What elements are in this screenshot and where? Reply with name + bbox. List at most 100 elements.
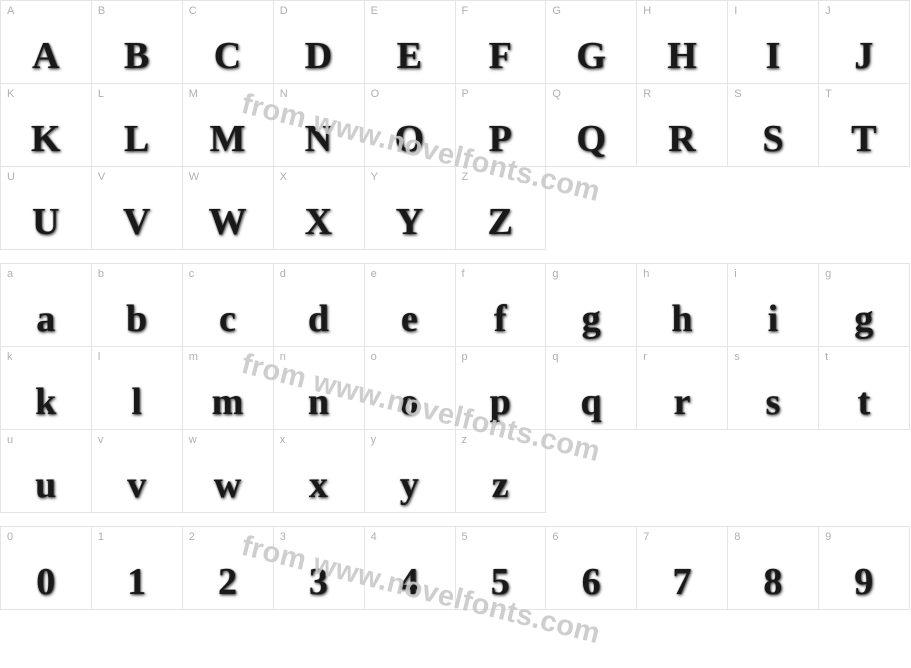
cell-glyph: k xyxy=(1,383,91,421)
cell-glyph: H xyxy=(637,37,727,75)
cell-key-label: 3 xyxy=(280,531,286,543)
cell-glyph: 2 xyxy=(183,563,273,601)
cell-glyph: g xyxy=(546,300,636,338)
cell-glyph: K xyxy=(1,120,91,158)
cell-glyph: w xyxy=(183,466,273,504)
glyph-cell: yy xyxy=(364,429,456,513)
cell-key-label: N xyxy=(280,88,288,100)
cell-glyph: h xyxy=(637,300,727,338)
cell-key-label: r xyxy=(643,351,647,363)
cell-key-label: e xyxy=(371,268,377,280)
glyph-cell: ss xyxy=(727,346,819,430)
cell-glyph: d xyxy=(274,300,364,338)
cell-key-label: 5 xyxy=(462,531,468,543)
cell-glyph: l xyxy=(92,383,182,421)
cell-glyph: G xyxy=(546,37,636,75)
cell-key-label: 0 xyxy=(7,531,13,543)
cell-key-label: C xyxy=(189,5,197,17)
glyph-cell: YY xyxy=(364,166,456,250)
cell-glyph: 1 xyxy=(92,563,182,601)
cell-glyph: m xyxy=(183,383,273,421)
font-character-map: AABBCCDDEEFFGGHHIIJJKKLLMMNNOOPPQQRRSSTT… xyxy=(1,1,910,610)
glyph-cell: NN xyxy=(273,83,365,167)
glyph-cell: 99 xyxy=(818,526,910,610)
cell-key-label: A xyxy=(7,5,14,17)
glyph-cell: GG xyxy=(545,0,637,84)
glyph-cell: 11 xyxy=(91,526,183,610)
cell-glyph: n xyxy=(274,383,364,421)
cell-key-label: R xyxy=(643,88,651,100)
cell-glyph: 9 xyxy=(819,563,909,601)
cell-key-label: G xyxy=(552,5,561,17)
glyph-cell: LL xyxy=(91,83,183,167)
cell-key-label: c xyxy=(189,268,195,280)
glyph-cell: qq xyxy=(545,346,637,430)
cell-key-label: y xyxy=(371,434,377,446)
glyph-cell: JJ xyxy=(818,0,910,84)
cell-key-label: a xyxy=(7,268,13,280)
cell-glyph: Y xyxy=(365,203,455,241)
cell-key-label: T xyxy=(825,88,832,100)
cell-key-label: l xyxy=(98,351,100,363)
cell-glyph: J xyxy=(819,37,909,75)
cell-glyph: f xyxy=(456,300,546,338)
glyph-cell: pp xyxy=(455,346,547,430)
section-digits: 00112233445566778899 xyxy=(1,527,910,610)
glyph-cell: gg xyxy=(818,263,910,347)
cell-glyph: R xyxy=(637,120,727,158)
cell-key-label: b xyxy=(98,268,104,280)
section-lowercase: aabbccddeeffgghhiiggkkllmmnnooppqqrrsstt… xyxy=(1,264,910,513)
cell-glyph: g xyxy=(819,300,909,338)
glyph-cell: dd xyxy=(273,263,365,347)
cell-key-label: X xyxy=(280,171,287,183)
glyph-cell: VV xyxy=(91,166,183,250)
cell-key-label: P xyxy=(462,88,469,100)
cell-glyph: O xyxy=(365,120,455,158)
glyph-cell: ZZ xyxy=(455,166,547,250)
cell-glyph: o xyxy=(365,383,455,421)
glyph-cell: ee xyxy=(364,263,456,347)
glyph-cell: PP xyxy=(455,83,547,167)
cell-glyph: 3 xyxy=(274,563,364,601)
glyph-cell: gg xyxy=(545,263,637,347)
glyph-cell: XX xyxy=(273,166,365,250)
cell-glyph: x xyxy=(274,466,364,504)
glyph-cell: EE xyxy=(364,0,456,84)
cell-key-label: h xyxy=(643,268,649,280)
glyph-cell: uu xyxy=(0,429,92,513)
glyph-cell: WW xyxy=(182,166,274,250)
cell-key-label: V xyxy=(98,171,105,183)
glyph-cell: mm xyxy=(182,346,274,430)
cell-key-label: t xyxy=(825,351,828,363)
glyph-cell: cc xyxy=(182,263,274,347)
cell-key-label: 1 xyxy=(98,531,104,543)
cell-glyph: E xyxy=(365,37,455,75)
cell-glyph: t xyxy=(819,383,909,421)
cell-glyph: L xyxy=(92,120,182,158)
cell-glyph: Z xyxy=(456,203,546,241)
glyph-cell: 22 xyxy=(182,526,274,610)
glyph-cell: xx xyxy=(273,429,365,513)
glyph-cell: TT xyxy=(818,83,910,167)
cell-key-label: Z xyxy=(462,171,469,183)
cell-glyph: 6 xyxy=(546,563,636,601)
glyph-cell: tt xyxy=(818,346,910,430)
cell-key-label: I xyxy=(734,5,737,17)
glyph-cell: ll xyxy=(91,346,183,430)
cell-key-label: B xyxy=(98,5,105,17)
glyph-cell: 00 xyxy=(0,526,92,610)
cell-glyph: P xyxy=(456,120,546,158)
glyph-cell: 66 xyxy=(545,526,637,610)
cell-glyph: y xyxy=(365,466,455,504)
glyph-cell: vv xyxy=(91,429,183,513)
glyph-cell: nn xyxy=(273,346,365,430)
cell-key-label: o xyxy=(371,351,377,363)
glyph-cell: 77 xyxy=(636,526,728,610)
glyph-cell: QQ xyxy=(545,83,637,167)
glyph-cell: oo xyxy=(364,346,456,430)
cell-glyph: 8 xyxy=(728,563,818,601)
cell-glyph: 0 xyxy=(1,563,91,601)
cell-glyph: e xyxy=(365,300,455,338)
cell-glyph: D xyxy=(274,37,364,75)
cell-key-label: s xyxy=(734,351,740,363)
